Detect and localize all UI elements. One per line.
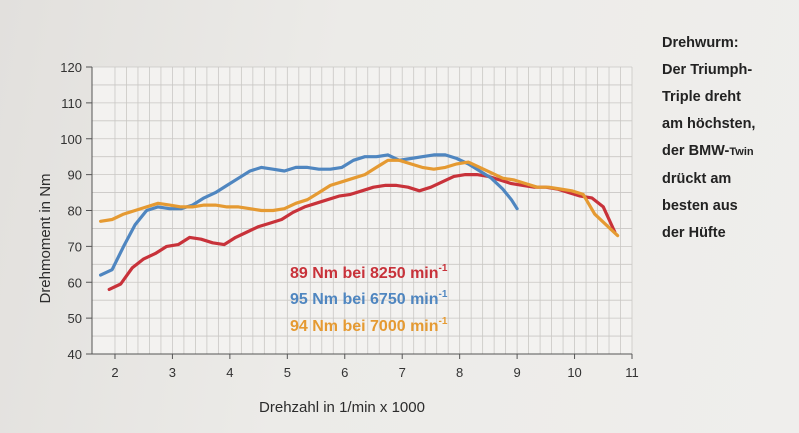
annotations: 89 Nm bei 8250 min-195 Nm bei 6750 min-1…: [290, 263, 448, 335]
y-tick-label: 50: [68, 311, 82, 326]
caption-text-small: Twin: [729, 146, 754, 158]
caption-line: besten aus: [662, 198, 738, 214]
caption-line: Der Triumph-: [662, 62, 753, 78]
series-line-3: [98, 158, 620, 238]
x-tick-label: 10: [567, 365, 581, 380]
series-lines: [98, 153, 620, 291]
x-tick-label: 3: [169, 365, 176, 380]
x-tick-label: 7: [399, 365, 406, 380]
caption-line: Triple dreht: [662, 89, 741, 105]
y-tick-label: 100: [60, 132, 82, 147]
x-axis-label: Drehzahl in 1/min x 1000: [259, 399, 425, 416]
x-tick-label: 8: [456, 365, 463, 380]
y-tick-label: 40: [68, 347, 82, 362]
annotation-text: 94 Nm bei 7000 min: [290, 318, 439, 335]
x-tick-label: 6: [341, 365, 348, 380]
caption-line: drückt am: [662, 171, 732, 187]
annotation-text: 89 Nm bei 8250 min: [290, 265, 439, 282]
x-tick-label: 9: [513, 365, 520, 380]
annotation-text: 95 Nm bei 6750 min: [290, 291, 439, 308]
y-tick-label: 90: [68, 168, 82, 183]
annotation-superscript: -1: [439, 316, 448, 327]
caption-line: der Hüfte: [662, 225, 726, 241]
y-tick-label: 110: [61, 96, 82, 111]
annotation-label: 95 Nm bei 6750 min-1: [290, 289, 448, 308]
x-tick-label: 11: [625, 365, 639, 380]
axis-labels: Drehzahl in 1/min x 1000 Drehmoment in Nm: [37, 173, 425, 416]
caption: Drehwurm: Der Triumph- Triple dreht am h…: [662, 30, 792, 247]
axes: 40 50 60 70 80 90 100 110 120 2 3 4 5 6 7 8 9 10 11: [60, 60, 638, 380]
y-tick-label: 60: [68, 275, 82, 290]
series-line-2: [98, 153, 519, 277]
y-tick-label: 70: [68, 239, 82, 254]
grid: [92, 66, 633, 355]
caption-line: am höchsten,: [662, 116, 756, 132]
y-tick-label: 80: [68, 204, 82, 219]
y-tick-label: 120: [60, 60, 82, 75]
annotation-superscript: -1: [439, 289, 448, 300]
x-tick-label: 2: [111, 365, 118, 380]
annotation-superscript: -1: [439, 263, 448, 274]
x-tick-label: 4: [226, 365, 233, 380]
x-tick-label: 5: [284, 365, 291, 380]
y-axis-label: Drehmoment in Nm: [37, 173, 54, 303]
caption-text: der BMW-: [662, 143, 730, 159]
caption-line: der BMW-Twin: [662, 138, 792, 166]
annotation-label: 94 Nm bei 7000 min-1: [290, 316, 448, 335]
annotation-label: 89 Nm bei 8250 min-1: [290, 263, 448, 282]
caption-line: Drehwurm:: [662, 35, 739, 51]
